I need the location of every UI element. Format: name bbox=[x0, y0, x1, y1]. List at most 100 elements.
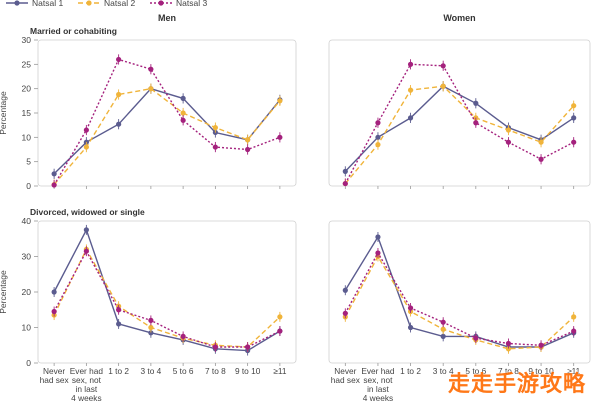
panel-2-point bbox=[440, 63, 446, 69]
panel-2-point bbox=[407, 115, 414, 121]
panel-1-point bbox=[180, 117, 186, 123]
panel-3-series-line-1 bbox=[53, 228, 281, 352]
panel-4-x-tick-label: 7 to 8 bbox=[498, 366, 519, 376]
panel-1-frame bbox=[37, 39, 297, 187]
panel-1-point bbox=[148, 66, 154, 72]
legend-marker-2 bbox=[86, 0, 92, 6]
panel-4-frame bbox=[328, 220, 591, 364]
panel-1-y-tick-label: 30 bbox=[22, 35, 32, 45]
panel-3-point bbox=[148, 324, 154, 331]
panel-3-frame bbox=[37, 220, 297, 364]
panel-2-point bbox=[440, 83, 446, 89]
panel-1-y-tick-label: 15 bbox=[22, 108, 32, 118]
panel-3-point bbox=[148, 330, 154, 336]
panel-3-x-tick-label: 7 to 8 bbox=[205, 366, 226, 376]
panel-3-point bbox=[180, 333, 186, 339]
panel-3-x-tick-label: ≥11 bbox=[273, 366, 287, 376]
panel-4-point bbox=[407, 305, 414, 311]
panel-4-point bbox=[342, 310, 348, 316]
panel-1-point bbox=[277, 134, 283, 140]
panel-2-point bbox=[571, 115, 577, 121]
panel-4-point bbox=[342, 287, 348, 293]
panel-2-series-line-2 bbox=[344, 85, 575, 185]
panel-4-x-tick-label: 9 to 10 bbox=[528, 366, 554, 376]
panel-4-point bbox=[473, 335, 479, 341]
panel-3-y-tick-label: 40 bbox=[22, 216, 32, 226]
panel-3-y-tick-label: 10 bbox=[22, 323, 32, 333]
panel-3-point bbox=[83, 248, 89, 254]
panel-1-series-line-2 bbox=[53, 87, 281, 185]
panel-1-y-tick-label: 5 bbox=[26, 157, 31, 167]
panel-1-point bbox=[51, 182, 57, 188]
panel-2-frame bbox=[328, 39, 591, 187]
panel-1-point bbox=[212, 125, 218, 131]
panel-4-point bbox=[440, 333, 446, 339]
panel-1-point bbox=[116, 91, 122, 98]
panel-2-point bbox=[375, 142, 381, 148]
panel-1-y-tick-label: 10 bbox=[22, 132, 32, 142]
panel-2-point bbox=[571, 139, 577, 145]
panel-3-y-axis-label: Percentage bbox=[0, 270, 8, 314]
panel-4-x-tick-label: 3 to 4 bbox=[433, 366, 454, 376]
panel-4-x-tick-label: ≥11 bbox=[567, 366, 581, 376]
panel-1-series-line-3 bbox=[53, 58, 281, 186]
panel-1-point bbox=[83, 127, 89, 133]
panel-1-y-axis-label: Percentage bbox=[0, 91, 8, 135]
panel-1-column-title: Men bbox=[158, 13, 176, 23]
panel-4-x-tick-label: 5 to 6 bbox=[465, 366, 486, 376]
panel-4-point bbox=[407, 324, 414, 331]
panel-4-x-tick-label: Never had sex bbox=[331, 366, 361, 385]
panel-4-point bbox=[571, 328, 577, 334]
panel-3-point bbox=[51, 289, 57, 295]
panel-1-point bbox=[245, 137, 251, 143]
panel-4-point bbox=[505, 346, 512, 352]
panel-2-point bbox=[538, 156, 544, 162]
panel-4-series-line-2 bbox=[344, 255, 575, 350]
panel-2-point bbox=[407, 61, 414, 67]
legend-marker-1 bbox=[14, 0, 20, 6]
panel-3-point bbox=[148, 317, 154, 323]
panel-3-point bbox=[116, 307, 122, 313]
panel-2-point bbox=[375, 120, 381, 126]
panel-1-point bbox=[245, 146, 251, 153]
panel-2-column-title: Women bbox=[443, 13, 475, 23]
panel-4-point bbox=[538, 342, 544, 348]
panel-1-point bbox=[51, 171, 57, 177]
panel-2-point bbox=[407, 87, 414, 93]
legend-label-3: Natsal 3 bbox=[176, 0, 207, 8]
panel-4-x-tick-label: Ever had sex, not in last 4 weeks bbox=[361, 366, 395, 403]
panel-2-point bbox=[342, 180, 348, 187]
legend-label-1: Natsal 1 bbox=[32, 0, 63, 8]
panel-3-series-line-2 bbox=[53, 247, 281, 348]
panel-4-x-tick-label: 1 to 2 bbox=[400, 366, 421, 376]
panel-1-point bbox=[148, 86, 154, 92]
panel-3-point bbox=[245, 344, 251, 350]
panel-1-y-tick-label: 20 bbox=[22, 84, 32, 94]
panel-1-point bbox=[277, 98, 283, 104]
panel-1-y-tick-label: 25 bbox=[22, 59, 32, 69]
panel-3-x-tick-label: Never had sex bbox=[40, 366, 70, 385]
panel-3-point bbox=[277, 314, 283, 320]
panel-3-x-tick-label: 3 to 4 bbox=[140, 366, 161, 376]
panel-3-x-tick-label: 9 to 10 bbox=[235, 366, 261, 376]
panel-1-point bbox=[180, 110, 186, 116]
panel-3-point bbox=[116, 321, 122, 327]
panel-2-point bbox=[473, 120, 479, 126]
panel-4-series-line-3 bbox=[344, 251, 574, 347]
legend-marker-3 bbox=[158, 0, 164, 6]
panel-3-point bbox=[212, 344, 218, 350]
panel-4-point bbox=[571, 314, 577, 320]
legend-label-2: Natsal 2 bbox=[104, 0, 135, 8]
panel-1-y-tick-label: 0 bbox=[26, 181, 31, 191]
panel-4-point bbox=[375, 234, 381, 240]
panel-4-point bbox=[375, 250, 381, 256]
panel-3-x-tick-label: 5 to 6 bbox=[173, 366, 194, 376]
panel-2-point bbox=[342, 168, 348, 174]
panel-2-series-line-3 bbox=[344, 63, 575, 184]
panel-2-point bbox=[538, 139, 544, 145]
panel-1-point bbox=[212, 144, 218, 150]
panel-2-point bbox=[473, 100, 479, 106]
panel-3-point bbox=[83, 227, 89, 233]
panel-4-point bbox=[440, 326, 446, 332]
